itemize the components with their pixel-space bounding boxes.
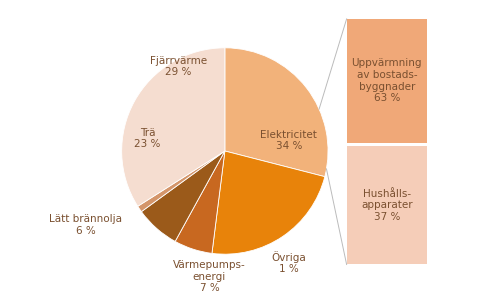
Wedge shape — [212, 151, 325, 254]
Text: Elektricitet
34 %: Elektricitet 34 % — [260, 130, 317, 152]
Text: Värmepumps-
energi
7 %: Värmepumps- energi 7 % — [173, 260, 246, 294]
Text: Uppvärmning
av bostads-
byggnader
63 %: Uppvärmning av bostads- byggnader 63 % — [352, 59, 422, 103]
Text: Övriga
1 %: Övriga 1 % — [272, 251, 306, 274]
Wedge shape — [122, 48, 225, 206]
Bar — [347, 146, 427, 265]
Wedge shape — [141, 151, 225, 241]
Wedge shape — [175, 151, 225, 253]
Wedge shape — [138, 151, 225, 212]
Text: Hushålls-
apparater
37 %: Hushålls- apparater 37 % — [361, 188, 412, 222]
Bar — [347, 19, 427, 143]
Text: Lätt brännolja
6 %: Lätt brännolja 6 % — [49, 214, 122, 236]
Text: Fjärrvärme
29 %: Fjärrvärme 29 % — [150, 56, 207, 77]
Wedge shape — [225, 48, 328, 177]
Text: Trä
23 %: Trä 23 % — [135, 128, 161, 149]
